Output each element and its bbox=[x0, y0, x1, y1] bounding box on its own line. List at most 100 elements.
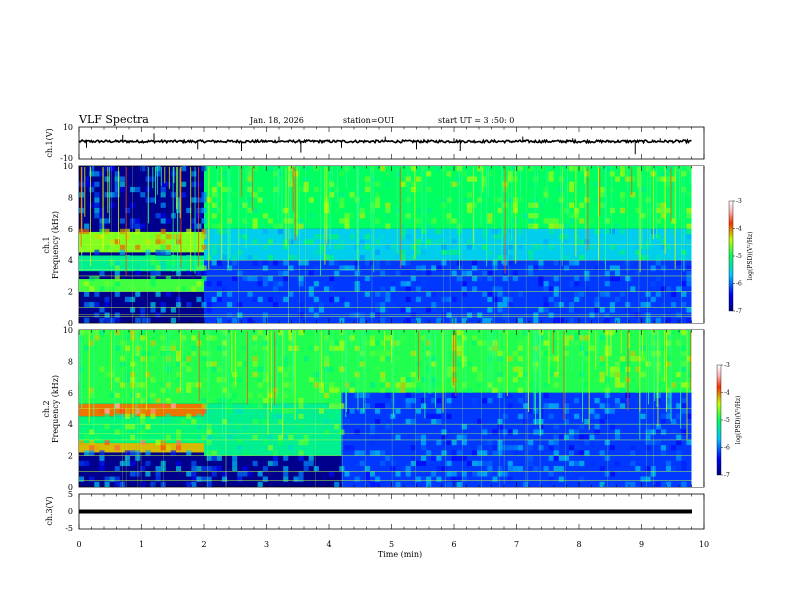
spectrogram-speckle bbox=[334, 244, 340, 250]
spectrogram-speckle bbox=[298, 218, 304, 224]
spectrogram-speckle bbox=[221, 471, 228, 477]
spectrogram-speckle bbox=[145, 317, 151, 323]
spectrogram-speckle bbox=[650, 281, 656, 287]
spectrogram-speckle bbox=[635, 312, 641, 318]
spectrogram-speckle bbox=[507, 197, 513, 203]
spectrogram-speckle bbox=[349, 382, 355, 388]
spectrogram-speckle bbox=[150, 270, 156, 276]
spectrogram-speckle bbox=[375, 408, 381, 414]
spectrogram-speckle bbox=[262, 244, 268, 250]
spectrogram-speckle bbox=[681, 408, 687, 414]
spectrogram-speckle bbox=[364, 275, 370, 282]
ch1-spectrogram-ticks bbox=[78, 166, 705, 323]
no-data-region bbox=[691, 330, 704, 487]
spectrogram-speckle bbox=[594, 296, 600, 303]
spectrogram-speckle bbox=[548, 455, 554, 461]
spectrogram-speckle bbox=[548, 312, 554, 318]
spectrogram-speckle bbox=[329, 254, 335, 261]
spectrogram-speckle bbox=[313, 234, 319, 240]
spectrogram-speckle bbox=[135, 471, 141, 477]
spectrogram-speckle bbox=[569, 335, 575, 341]
spectrogram-speckle bbox=[140, 312, 146, 318]
spectrogram-speckle bbox=[247, 171, 253, 177]
spectrogram-speckle bbox=[303, 439, 309, 446]
spectrogram-speckle bbox=[283, 296, 289, 303]
spectrogram-speckle bbox=[242, 202, 248, 208]
spectrogram-speckle bbox=[630, 312, 636, 318]
spectrogram-speckle bbox=[344, 213, 350, 219]
spectrogram-speckle bbox=[676, 371, 682, 378]
spectrogram-speckle bbox=[160, 249, 166, 255]
spectrogram-speckle bbox=[655, 234, 661, 240]
spectrogram-speckle bbox=[686, 192, 692, 198]
spectrogram-speckle bbox=[84, 371, 90, 378]
spectrogram-speckle bbox=[415, 460, 421, 467]
spectrogram-speckle bbox=[145, 471, 151, 477]
spectrogram-speckle bbox=[574, 392, 580, 399]
spectrogram-speckle bbox=[461, 330, 467, 336]
spectrogram-speckle bbox=[431, 361, 437, 367]
spectrogram-speckle bbox=[451, 450, 457, 456]
spectrogram-speckle bbox=[385, 223, 391, 229]
spectrogram-speckle bbox=[517, 249, 524, 255]
spectrogram-speckle bbox=[257, 197, 263, 203]
spectrogram-speckle bbox=[298, 455, 304, 461]
spectrogram-speckle bbox=[477, 192, 483, 198]
spectrogram-speckle bbox=[512, 366, 518, 372]
spectrogram-speckle bbox=[400, 335, 406, 341]
spectrogram-speckle bbox=[135, 408, 141, 414]
spectrogram-speckle bbox=[441, 296, 447, 303]
spectrogram-speckle bbox=[155, 466, 161, 472]
spectrogram-speckle bbox=[574, 413, 580, 419]
spectrogram-speckle bbox=[523, 382, 529, 388]
spectrogram-speckle bbox=[334, 408, 340, 414]
spectrogram-speckle bbox=[206, 413, 212, 419]
spectrogram-speckle bbox=[466, 387, 473, 393]
spectrogram-speckle bbox=[160, 213, 166, 219]
spectrogram-speckle bbox=[681, 312, 687, 318]
spectrogram-speckle bbox=[655, 439, 661, 446]
spectrogram-speckle bbox=[466, 192, 473, 198]
spectrogram-speckle bbox=[543, 403, 549, 409]
spectrogram-speckle bbox=[124, 207, 131, 214]
spectrogram-speckle bbox=[232, 445, 238, 451]
spectrogram-speckle bbox=[119, 186, 125, 193]
spectrogram-speckle bbox=[313, 296, 319, 303]
spectrogram-speckle bbox=[201, 207, 207, 214]
spectrogram-speckle bbox=[604, 281, 610, 287]
spectrogram-speckle bbox=[497, 197, 503, 203]
spectrogram-speckle bbox=[308, 270, 314, 276]
spectrogram-speckle bbox=[477, 481, 483, 487]
spectrogram-speckle bbox=[150, 254, 156, 261]
spectrogram-speckle bbox=[380, 291, 386, 297]
spectrogram-speckle bbox=[395, 481, 401, 487]
spectrogram-speckle bbox=[262, 197, 268, 203]
start-time-label: start UT = 3 :50: 0 bbox=[438, 116, 514, 125]
spectrogram-speckle bbox=[415, 207, 421, 214]
spectrogram-speckle bbox=[594, 265, 600, 271]
spectrogram-speckle bbox=[569, 445, 575, 451]
spectrogram-speckle bbox=[584, 317, 590, 323]
spectrogram-speckle bbox=[181, 166, 187, 172]
spectrogram-speckle bbox=[461, 356, 467, 362]
spectrogram-speckle bbox=[472, 202, 478, 208]
spectrogram-speckle bbox=[206, 307, 212, 313]
spectrogram-speckle bbox=[487, 249, 493, 255]
spectrogram-speckle bbox=[252, 403, 258, 409]
spectrogram-speckle bbox=[538, 202, 544, 208]
spectrogram-speckle bbox=[232, 408, 238, 414]
spectrogram-speckle bbox=[298, 223, 304, 229]
spectrogram-speckle bbox=[466, 202, 473, 208]
spectrogram-speckle bbox=[339, 345, 345, 351]
spectrogram-speckle bbox=[420, 265, 427, 271]
spectrogram-speckle bbox=[308, 460, 314, 467]
spectrogram-speckle bbox=[272, 413, 279, 419]
spectrogram-speckle bbox=[456, 345, 462, 351]
spectrogram-speckle bbox=[563, 408, 569, 414]
spectrogram-speckle bbox=[543, 418, 549, 425]
spectrogram-speckle bbox=[538, 265, 544, 271]
spectrogram-speckle bbox=[686, 413, 692, 419]
spectrogram-speckle bbox=[660, 265, 666, 271]
spectrogram-speckle bbox=[466, 207, 473, 214]
x-tick-label: 1 bbox=[139, 540, 144, 549]
